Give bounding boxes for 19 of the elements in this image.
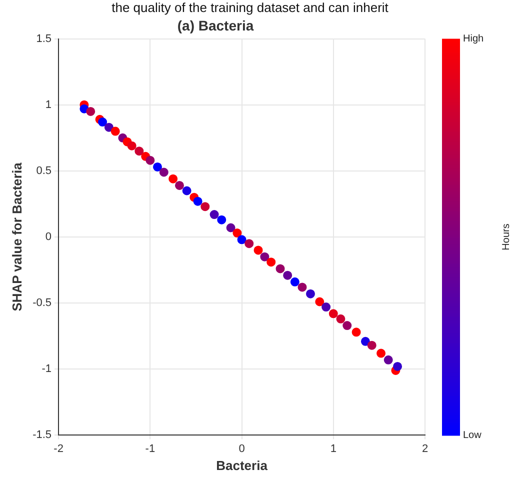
x-tick-label: 2 <box>422 442 428 455</box>
y-tick-label: 1 <box>45 98 52 111</box>
color-bar-label: Low <box>463 430 482 441</box>
chart-title: (a) Bacteria <box>177 17 254 34</box>
color-bar-title: Hours <box>500 224 512 250</box>
y-tick-label: 1.5 <box>36 32 52 45</box>
x-tick-label: 0 <box>238 442 245 455</box>
x-tick-label: -2 <box>54 442 64 455</box>
x-axis-title: Bacteria <box>216 458 268 473</box>
y-tick-label: -1 <box>42 363 52 376</box>
y-tick-label: 0 <box>45 231 52 244</box>
y-tick-label: -0.5 <box>32 297 52 310</box>
color-bar-label: High <box>463 34 484 45</box>
y-tick-label: 0.5 <box>36 164 52 177</box>
text: the quality of the training dataset and can inherit <box>112 0 389 16</box>
x-tick-label: 1 <box>330 442 336 455</box>
x-tick-label: -1 <box>145 442 156 455</box>
y-tick-label: -1.5 <box>32 429 52 442</box>
y-axis-title: SHAP value for Bacteria <box>9 162 24 312</box>
